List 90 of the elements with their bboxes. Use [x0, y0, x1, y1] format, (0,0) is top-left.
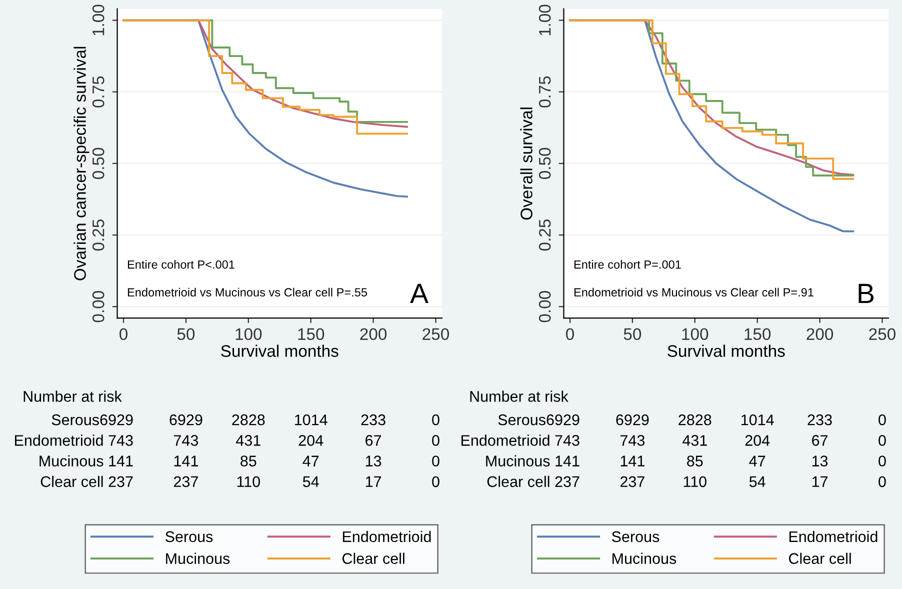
text: 233: [808, 414, 832, 426]
text: Number at risk: [24, 390, 122, 402]
y-tick-label: 0.50: [92, 148, 104, 180]
text: 0: [878, 435, 886, 446]
text: 0: [878, 476, 886, 488]
text: 0: [432, 476, 440, 488]
legend-label: Clear cell: [342, 552, 404, 564]
text: 0: [878, 414, 886, 426]
y-axis-title: Overall survival: [520, 108, 532, 220]
x-tick-label: 250: [422, 328, 449, 340]
x-tick-label: 100: [682, 328, 708, 340]
text: 743: [174, 435, 198, 446]
text: Serous6929: [52, 414, 133, 426]
text: 110: [684, 476, 706, 488]
y-tick-label: 0.00: [92, 291, 104, 322]
text: 13: [366, 456, 382, 466]
y-tick-label: 1.00: [538, 4, 551, 36]
legend-label: Mucinous: [166, 552, 230, 564]
text: 2828: [678, 414, 712, 426]
y-tick-label: 0.25: [538, 220, 551, 251]
y-tick-label: 1.00: [92, 4, 104, 36]
text: 85: [240, 456, 256, 466]
text: 141: [174, 456, 198, 466]
text: Mucinous 141: [40, 455, 133, 466]
text: 743: [620, 435, 645, 446]
x-tick-label: 200: [806, 328, 834, 340]
annotation: A: [410, 284, 428, 304]
text: Endometrioid 743: [15, 434, 133, 446]
y-tick-label: 0.00: [538, 291, 551, 322]
x-tick-label: 0: [120, 328, 128, 340]
y-tick-label: 0.75: [92, 76, 104, 108]
legend-label: Serous: [612, 531, 660, 542]
text: 431: [236, 435, 260, 446]
x-tick-label: 0: [566, 328, 574, 340]
text: 0: [432, 414, 440, 426]
y-tick-label: 0.25: [92, 220, 104, 251]
x-tick-label: 150: [298, 328, 324, 340]
annotation: Endometrioid vs Mucinous vs Clear cell P=.91: [574, 288, 814, 297]
text: 17: [366, 476, 382, 487]
text: 17: [812, 476, 828, 487]
x-axis-title: Survival months: [221, 344, 338, 357]
x-tick-label: 200: [360, 328, 387, 340]
text: 47: [302, 456, 319, 466]
text: 233: [361, 414, 386, 426]
text: 0: [432, 435, 440, 446]
annotation: Entire cohort P=.001: [574, 260, 681, 269]
text: 1014: [742, 414, 774, 426]
x-axis-title: Survival months: [668, 344, 785, 357]
text: 237: [620, 476, 644, 488]
annotation: Entire cohort P<.001: [128, 260, 234, 269]
text: 67: [366, 435, 382, 446]
text: 6929: [170, 414, 202, 426]
x-tick-label: 50: [177, 328, 195, 340]
text: 0: [878, 456, 886, 466]
annotation: Endometrioid vs Mucinous vs Clear cell P=.55: [128, 288, 367, 297]
text: 6929: [616, 414, 649, 426]
legend-label: Clear cell: [788, 552, 851, 564]
annotation: B: [858, 284, 874, 304]
text: 67: [812, 435, 828, 446]
x-tick-label: 250: [869, 328, 896, 340]
text: 47: [749, 456, 766, 466]
text: Number at risk: [470, 390, 568, 402]
text: 141: [620, 456, 644, 466]
text: Serous6929: [498, 414, 580, 426]
text: 2828: [232, 414, 265, 426]
text: 431: [682, 435, 707, 446]
text: Mucinous 141: [486, 455, 580, 466]
x-tick-label: 50: [624, 328, 642, 340]
text: 85: [687, 456, 703, 466]
text: 0: [432, 456, 440, 466]
x-tick-label: 150: [744, 328, 771, 340]
y-tick-label: 0.75: [538, 76, 551, 108]
text: 110: [237, 476, 260, 488]
y-axis-title: Ovarian cancer-specific survival: [74, 46, 90, 280]
text: Endometrioid 743: [461, 434, 580, 446]
x-tick-label: 100: [236, 328, 262, 340]
text: 54: [749, 476, 766, 488]
text: 13: [812, 456, 828, 466]
text: Clear cell 237: [487, 476, 580, 488]
legend-label: Serous: [165, 531, 213, 542]
text: 204: [298, 435, 324, 446]
text: 54: [302, 476, 319, 488]
text: 204: [745, 435, 770, 446]
legend-label: Endometrioid: [789, 530, 878, 542]
text: 237: [174, 476, 198, 488]
y-tick-label: 0.50: [538, 148, 551, 180]
legend-label: Endometrioid: [342, 530, 431, 542]
text: 1014: [295, 414, 328, 426]
text: Clear cell 237: [40, 476, 133, 488]
legend-label: Mucinous: [612, 552, 676, 564]
